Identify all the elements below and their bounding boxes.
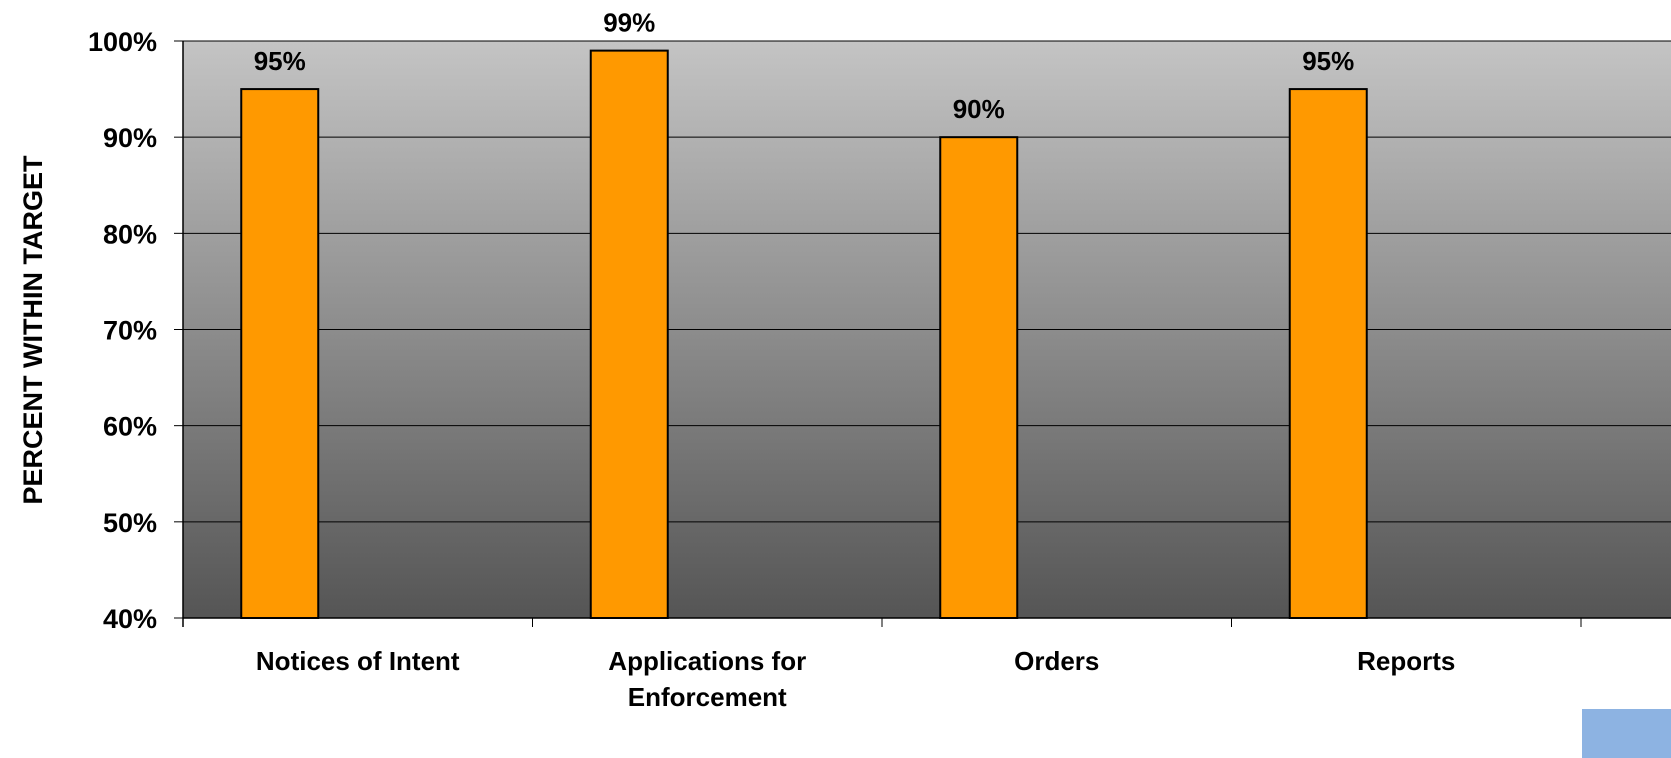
category-label-line: Reports	[1357, 646, 1455, 676]
data-label: 95%	[254, 46, 306, 76]
bar	[1288, 88, 1368, 620]
data-labels: 95% 99% 90% 95%	[254, 8, 1355, 125]
category-label: Reports	[1357, 646, 1455, 676]
bar	[589, 49, 669, 620]
category-label-line: Enforcement	[628, 682, 787, 712]
gridlines	[174, 40, 1671, 627]
bars	[240, 49, 1368, 620]
corner-decoration-block	[1582, 709, 1671, 758]
y-tick-label: 90%	[103, 123, 157, 153]
data-label: 95%	[1302, 46, 1354, 76]
data-label: 99%	[603, 8, 655, 38]
bar	[939, 136, 1019, 620]
y-tick-label: 70%	[103, 316, 157, 346]
data-label: 90%	[953, 94, 1005, 124]
x-axis	[532, 618, 1582, 627]
category-label: Applications for Enforcement	[608, 646, 806, 712]
y-tick-label: 50%	[103, 508, 157, 538]
category-label-line: Orders	[1014, 646, 1099, 676]
y-tick-label: 60%	[103, 412, 157, 442]
y-axis-tick-labels: 40% 50% 60% 70% 80% 90% 100%	[88, 27, 157, 634]
category-label: Notices of Intent	[256, 646, 460, 676]
y-axis-title: PERCENT WITHIN TARGET	[18, 155, 48, 504]
category-label: Orders	[1014, 646, 1099, 676]
y-tick-label: 100%	[88, 27, 157, 57]
y-tick-label: 40%	[103, 604, 157, 634]
category-label-line: Applications for	[608, 646, 806, 676]
x-axis-category-labels: Notices of Intent Applications for Enforce…	[256, 646, 1455, 712]
category-label-line: Notices of Intent	[256, 646, 460, 676]
y-tick-label: 80%	[103, 219, 157, 249]
bar	[240, 88, 320, 620]
